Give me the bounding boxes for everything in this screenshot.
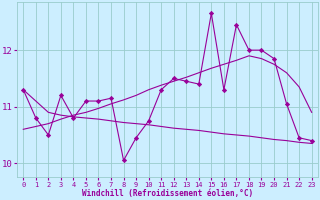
X-axis label: Windchill (Refroidissement éolien,°C): Windchill (Refroidissement éolien,°C): [82, 189, 253, 198]
